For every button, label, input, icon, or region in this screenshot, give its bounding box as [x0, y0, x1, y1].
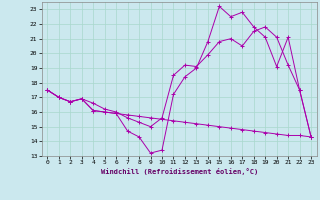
X-axis label: Windchill (Refroidissement éolien,°C): Windchill (Refroidissement éolien,°C)	[100, 168, 258, 175]
